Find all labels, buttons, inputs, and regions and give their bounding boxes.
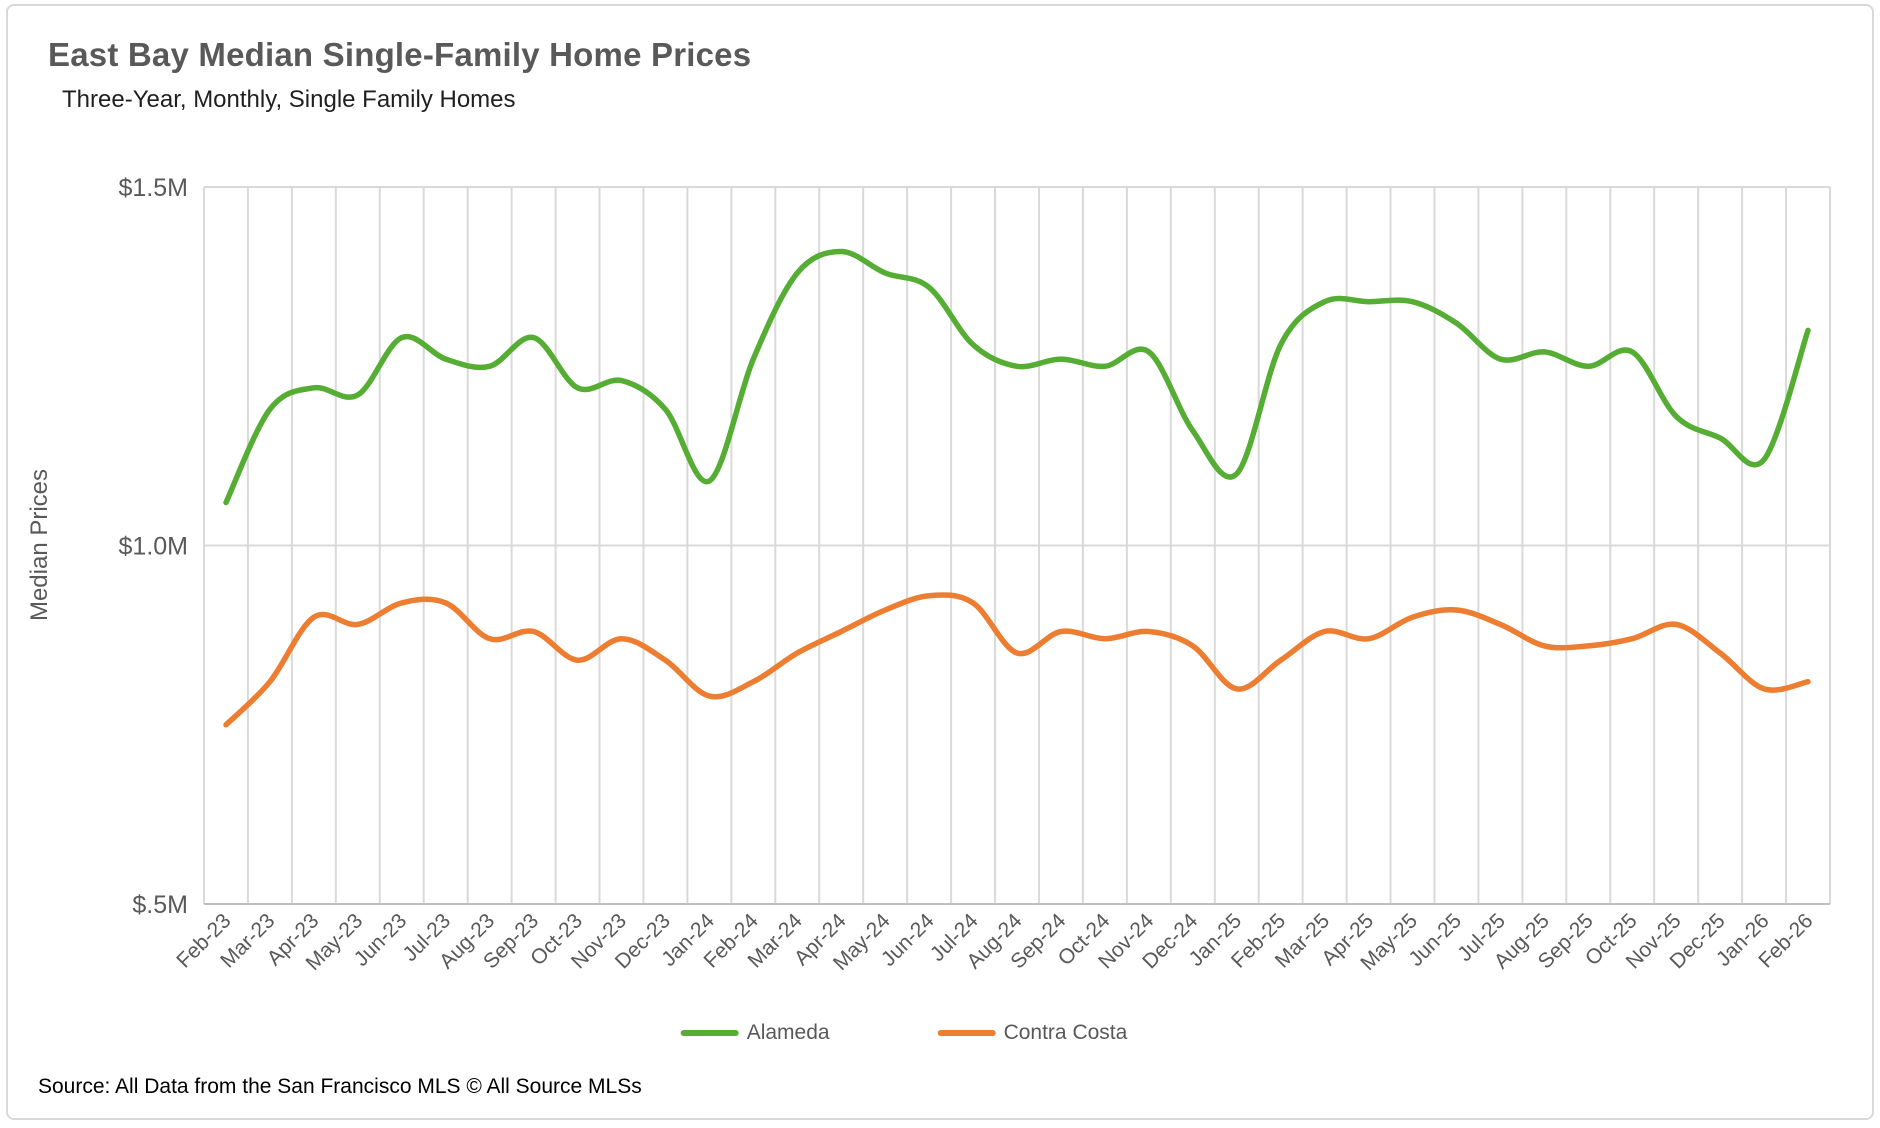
y-tick-label: $1.0M — [119, 533, 188, 561]
legend-item-contra-costa: Contra Costa — [937, 1021, 1128, 1045]
legend-item-alameda: Alameda — [680, 1021, 830, 1045]
legend-label: Alameda — [746, 1021, 830, 1044]
page-title: East Bay Median Single-Family Home Price… — [48, 36, 752, 73]
y-tick-label: $1.5M — [119, 174, 188, 202]
alameda-legend-swatch — [680, 1030, 739, 1036]
page-subtitle: Three-Year, Monthly, Single Family Homes — [62, 86, 516, 113]
alameda-line — [223, 248, 1811, 506]
chart-frame — [6, 4, 1874, 1120]
legend-label: Contra Costa — [1003, 1021, 1128, 1044]
source-note: Source: All Data from the San Francisco … — [38, 1075, 642, 1098]
contra-costa-legend-swatch — [937, 1030, 996, 1036]
chart-legend: Alameda Contra Costa — [680, 1021, 1128, 1045]
contra-costa-line — [223, 592, 1811, 728]
y-tick-label: $.5M — [132, 891, 188, 919]
